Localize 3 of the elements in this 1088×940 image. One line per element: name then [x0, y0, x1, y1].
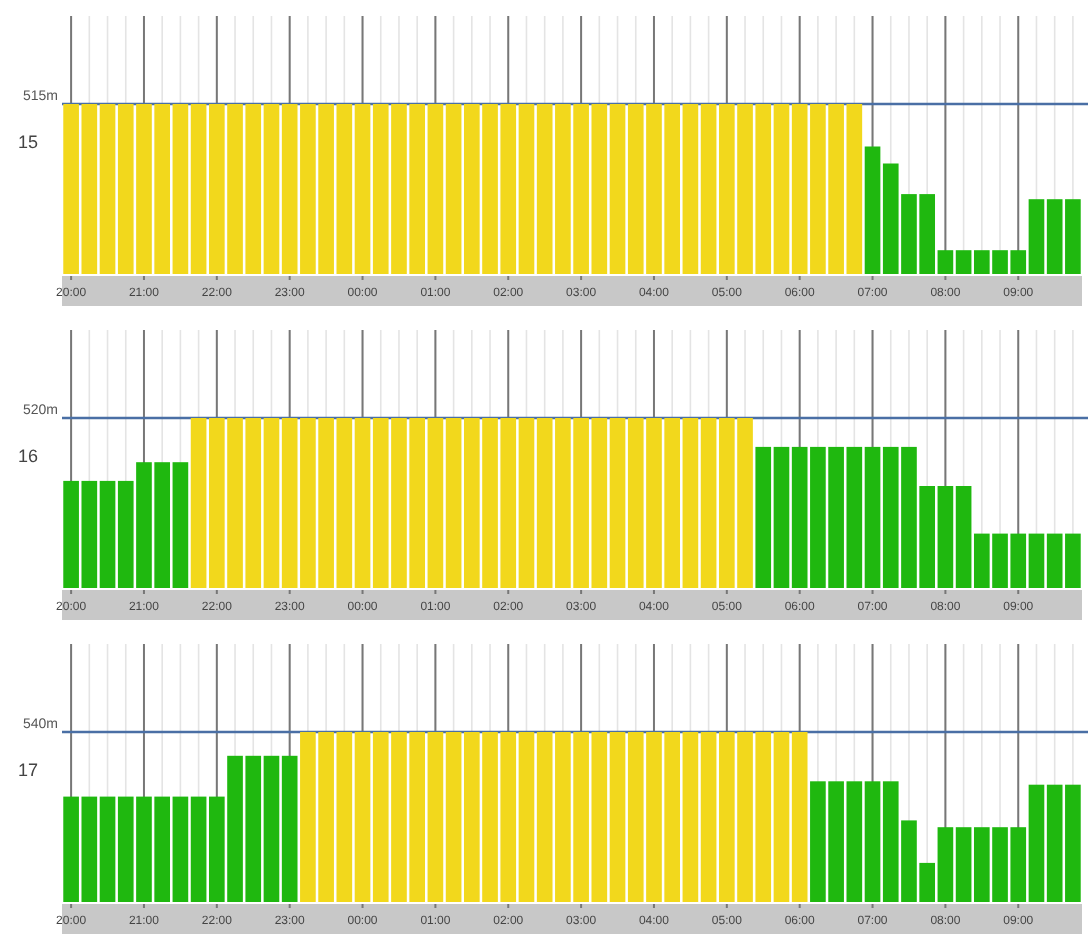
y-axis-title: 17: [17, 760, 39, 780]
y-axis-title: 15: [17, 132, 39, 152]
y-axis-title: 16: [17, 446, 39, 466]
